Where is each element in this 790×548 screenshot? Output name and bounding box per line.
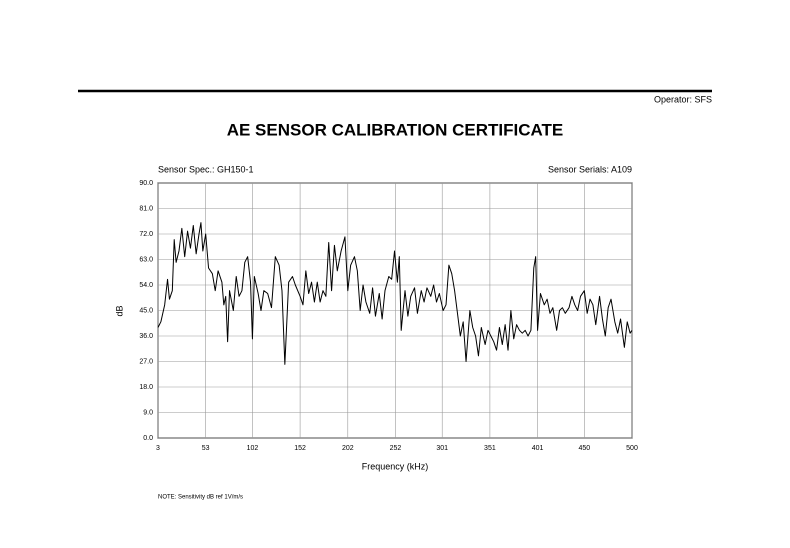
x-tick-label: 202 [342, 445, 354, 452]
sensor-spec: Sensor Spec.: GH150-1 [158, 164, 254, 174]
operator: Operator: SFS [654, 94, 712, 104]
x-tick-label: 450 [578, 445, 590, 452]
y-tick-label: 18.0 [139, 384, 153, 391]
y-tick-label: 72.0 [139, 231, 153, 238]
line-series [157, 222, 633, 365]
y-tick-label: 45.0 [139, 307, 153, 314]
y-tick-label: 0.0 [143, 435, 153, 442]
x-tick-label: 252 [390, 445, 402, 452]
x-axis-label: Frequency (kHz) [362, 461, 429, 471]
chart-title: AE SENSOR CALIBRATION CERTIFICATE [227, 120, 564, 139]
sensor-serials: Sensor Serials: A109 [548, 164, 632, 174]
y-tick-label: 90.0 [139, 180, 153, 187]
y-tick-label: 27.0 [139, 358, 153, 365]
x-tick-label: 301 [436, 445, 448, 452]
x-tick-label: 152 [294, 445, 306, 452]
x-tick-label: 351 [484, 445, 496, 452]
x-tick-label: 53 [202, 445, 210, 452]
x-tick-label: 401 [532, 445, 544, 452]
y-tick-label: 36.0 [139, 333, 153, 340]
y-axis-label: dB [114, 305, 124, 316]
x-tick-label: 3 [156, 445, 160, 452]
y-tick-label: 81.0 [139, 205, 153, 212]
x-tick-label: 102 [247, 445, 259, 452]
y-tick-label: 54.0 [139, 282, 153, 289]
note: NOTE: Sensitivity dB ref 1V/m/s [158, 495, 243, 501]
y-tick-label: 63.0 [139, 256, 153, 263]
y-tick-label: 9.0 [143, 409, 153, 416]
x-tick-label: 500 [626, 445, 638, 452]
